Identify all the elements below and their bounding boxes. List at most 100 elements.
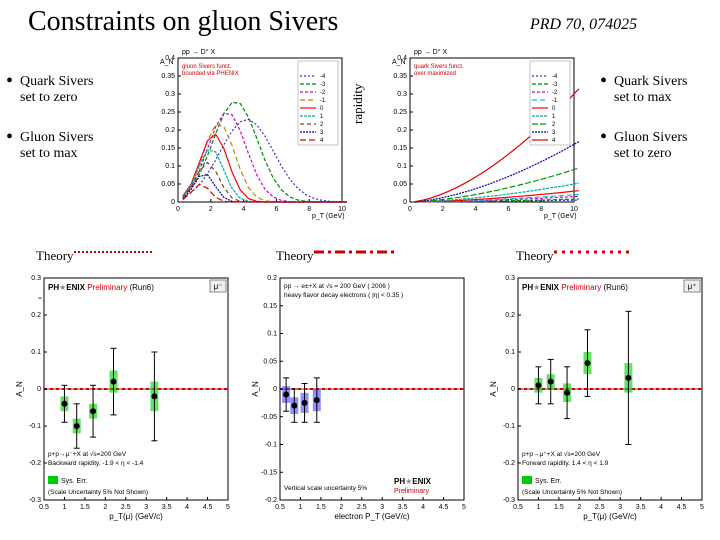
svg-text:p_T (GeV): p_T (GeV) bbox=[544, 213, 577, 220]
svg-text:pp → D° X: pp → D° X bbox=[414, 48, 447, 56]
svg-text:-0.2: -0.2 bbox=[29, 460, 41, 467]
svg-text:-1: -1 bbox=[320, 98, 326, 104]
svg-text:2: 2 bbox=[339, 504, 343, 511]
svg-text:Sys. Err.: Sys. Err. bbox=[535, 478, 562, 485]
svg-text:0.35: 0.35 bbox=[393, 73, 407, 80]
svg-text:1.5: 1.5 bbox=[316, 504, 326, 511]
svg-text:A_N: A_N bbox=[251, 381, 260, 397]
svg-text:6: 6 bbox=[274, 206, 278, 213]
svg-text:0.15: 0.15 bbox=[161, 145, 175, 152]
theory-text: Theory bbox=[36, 248, 74, 263]
svg-text:0.05: 0.05 bbox=[393, 181, 407, 188]
svg-text:0.25: 0.25 bbox=[393, 109, 407, 116]
svg-text:2: 2 bbox=[441, 206, 445, 213]
svg-text:p_T(μ) (GeV/c): p_T(μ) (GeV/c) bbox=[109, 512, 163, 521]
svg-text:-0.1: -0.1 bbox=[503, 423, 515, 430]
top-right-chart: 024681000.050.10.150.20.250.30.350.4p_T … bbox=[380, 44, 580, 220]
svg-text:0.2: 0.2 bbox=[505, 312, 515, 319]
bullet-line: Gluon Sivers bbox=[20, 130, 94, 146]
svg-text:1.5: 1.5 bbox=[80, 504, 90, 511]
svg-text:-0.15: -0.15 bbox=[261, 469, 277, 476]
svg-text:2: 2 bbox=[103, 504, 107, 511]
svg-text:1.5: 1.5 bbox=[554, 504, 564, 511]
svg-text:A_N: A_N bbox=[489, 381, 498, 397]
svg-text:Backward rapidity, -1.9 < η <: Backward rapidity, -1.9 < η < -1.4 bbox=[48, 460, 144, 467]
svg-text:0.2: 0.2 bbox=[397, 127, 407, 134]
bottom-center-chart: 0.511.522.533.544.55-0.2-0.15-0.1-0.0500… bbox=[248, 264, 470, 522]
svg-text:A_N: A_N bbox=[392, 59, 406, 66]
svg-text:-4: -4 bbox=[552, 74, 558, 80]
svg-text:4.5: 4.5 bbox=[677, 504, 687, 511]
svg-text:μ⁻: μ⁻ bbox=[214, 282, 223, 291]
svg-text:1: 1 bbox=[62, 504, 66, 511]
theory-label-center: Theory bbox=[276, 248, 314, 264]
svg-text:0.1: 0.1 bbox=[165, 163, 175, 170]
svg-text:Preliminary: Preliminary bbox=[394, 488, 430, 495]
swatch-dots-icon bbox=[74, 248, 154, 256]
svg-text:0: 0 bbox=[176, 206, 180, 213]
swatch-dashdot-icon bbox=[314, 248, 394, 256]
bullet-line: set to max bbox=[614, 90, 688, 106]
svg-text:A_N: A_N bbox=[160, 59, 174, 66]
svg-text:3.5: 3.5 bbox=[636, 504, 646, 511]
svg-text:5: 5 bbox=[462, 504, 466, 511]
svg-text:A_N: A_N bbox=[15, 381, 24, 397]
svg-text:0.05: 0.05 bbox=[263, 358, 277, 365]
svg-text:-2: -2 bbox=[552, 90, 558, 96]
svg-text:0.3: 0.3 bbox=[165, 91, 175, 98]
svg-text:-1: -1 bbox=[552, 98, 558, 104]
bottom-right-chart: 0.511.522.533.544.55-0.3-0.2-0.100.10.20… bbox=[486, 264, 708, 522]
svg-text:electron P_T (GeV/c): electron P_T (GeV/c) bbox=[335, 512, 410, 521]
svg-text:pp → e±+X at √s = 200 GeV ( 20: pp → e±+X at √s = 200 GeV ( 2006 ) bbox=[284, 282, 390, 290]
page-title: Constraints on gluon Sivers bbox=[28, 6, 338, 38]
svg-text:0.1: 0.1 bbox=[31, 349, 41, 356]
bottom-left-chart: 0.511.522.533.544.55-0.3-0.2-0.100.10.20… bbox=[12, 264, 234, 522]
svg-text:-0.1: -0.1 bbox=[265, 442, 277, 449]
svg-text:4.5: 4.5 bbox=[203, 504, 213, 511]
svg-text:3: 3 bbox=[380, 504, 384, 511]
svg-text:-3: -3 bbox=[552, 82, 558, 88]
svg-text:3.5: 3.5 bbox=[398, 504, 408, 511]
svg-text:(Scale Uncertainty 5% Not Show: (Scale Uncertainty 5% Not Shown) bbox=[522, 489, 622, 496]
svg-text:0: 0 bbox=[403, 199, 407, 206]
theory-label-left: Theory bbox=[36, 248, 74, 264]
bullet-line: set to max bbox=[20, 146, 94, 162]
svg-text:0.3: 0.3 bbox=[397, 91, 407, 98]
svg-text:0.25: 0.25 bbox=[161, 109, 175, 116]
svg-text:-0.2: -0.2 bbox=[503, 460, 515, 467]
svg-text:0: 0 bbox=[37, 386, 41, 393]
svg-text:0.1: 0.1 bbox=[505, 349, 515, 356]
svg-text:4: 4 bbox=[185, 504, 189, 511]
svg-text:pp → D° X: pp → D° X bbox=[182, 48, 215, 56]
top-left-chart: 024681000.050.10.150.20.250.30.350.4p_T … bbox=[148, 44, 348, 220]
svg-text:4: 4 bbox=[421, 504, 425, 511]
svg-text:1: 1 bbox=[298, 504, 302, 511]
svg-text:0.2: 0.2 bbox=[267, 275, 277, 282]
bullet-line: Quark Sivers bbox=[614, 74, 688, 90]
svg-text:-0.1: -0.1 bbox=[29, 423, 41, 430]
svg-text:0: 0 bbox=[273, 386, 277, 393]
svg-text:0.15: 0.15 bbox=[393, 145, 407, 152]
svg-text:quark Sivers funct.: quark Sivers funct. bbox=[414, 64, 464, 70]
svg-text:1: 1 bbox=[536, 504, 540, 511]
svg-text:5: 5 bbox=[700, 504, 704, 511]
svg-text:0.3: 0.3 bbox=[31, 275, 41, 282]
svg-text:4: 4 bbox=[659, 504, 663, 511]
svg-text:0.05: 0.05 bbox=[161, 181, 175, 188]
svg-text:gluon Sivers funct.: gluon Sivers funct. bbox=[182, 64, 232, 70]
svg-text:3: 3 bbox=[144, 504, 148, 511]
svg-text:Forward rapidity, 1.4 < η < 1.: Forward rapidity, 1.4 < η < 1.9 bbox=[522, 460, 609, 467]
svg-text:-0.3: -0.3 bbox=[29, 497, 41, 504]
svg-text:2: 2 bbox=[577, 504, 581, 511]
theory-label-right: Theory bbox=[516, 248, 554, 264]
svg-text:-0.05: -0.05 bbox=[261, 414, 277, 421]
svg-text:0.5: 0.5 bbox=[513, 504, 523, 511]
svg-text:-0.2: -0.2 bbox=[265, 497, 277, 504]
svg-text:p+p→μ⁻+X at √s=200 GeV: p+p→μ⁻+X at √s=200 GeV bbox=[48, 450, 127, 458]
svg-text:0.15: 0.15 bbox=[263, 303, 277, 310]
bullet-line: Gluon Sivers bbox=[614, 130, 688, 146]
svg-text:4: 4 bbox=[242, 206, 246, 213]
svg-text:bounded via PHENIX: bounded via PHENIX bbox=[182, 71, 239, 77]
svg-text:0.2: 0.2 bbox=[165, 127, 175, 134]
svg-text:2: 2 bbox=[209, 206, 213, 213]
